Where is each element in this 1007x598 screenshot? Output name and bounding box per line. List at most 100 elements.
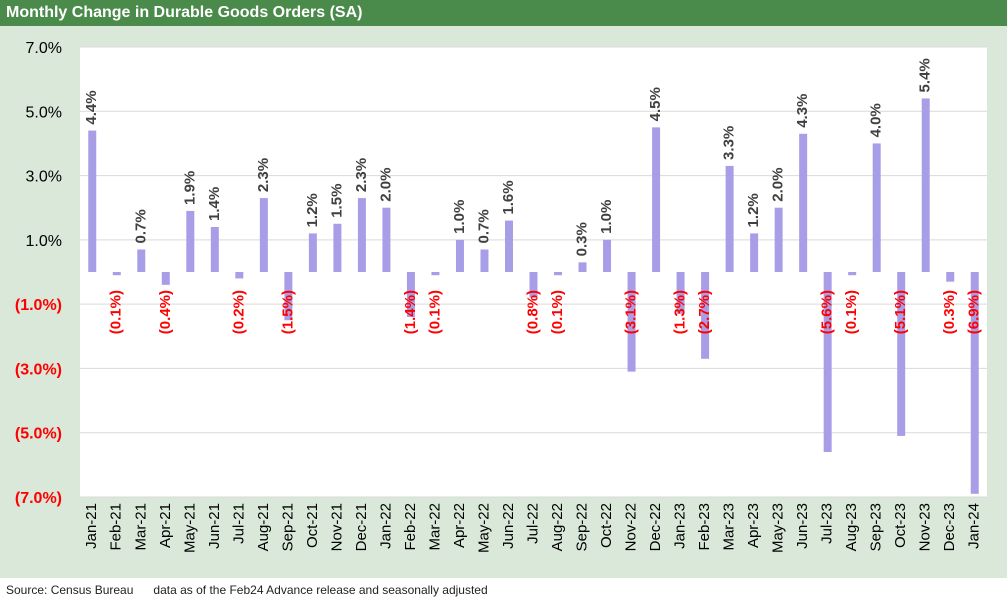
data-label: 2.3% [255, 158, 272, 192]
data-label: (3.1%) [623, 290, 640, 334]
data-label: (5.6%) [819, 290, 836, 334]
x-tick-label: Mar-23 [721, 503, 738, 551]
bar [284, 272, 293, 321]
bar [554, 272, 563, 276]
bar [848, 272, 857, 276]
data-label: 2.3% [353, 158, 370, 192]
x-tick-label: Mar-21 [132, 503, 149, 551]
bars [88, 98, 979, 494]
y-tick-label: 1.0% [26, 233, 62, 250]
data-label: (2.7%) [696, 290, 713, 334]
x-tick-label: Sep-21 [279, 503, 296, 551]
data-label: 1.9% [181, 171, 198, 205]
bar [480, 249, 489, 272]
x-tick-label: Jul-21 [230, 503, 247, 544]
bar [603, 239, 612, 272]
data-label: (0.1%) [843, 290, 860, 334]
x-tick-label: Jul-22 [524, 503, 541, 544]
bar [504, 220, 513, 272]
data-label: 4.3% [794, 94, 811, 128]
y-axis: 7.0% 5.0% 3.0% 1.0% (1.0%) (3.0%) (5.0%) (7.0%) [15, 40, 62, 507]
bar [823, 272, 832, 452]
x-tick-label: Jun-22 [500, 503, 517, 549]
data-label: 4.0% [868, 103, 885, 137]
bar [921, 98, 930, 272]
x-tick-label: Dec-22 [647, 503, 664, 551]
y-tick-label: (7.0%) [15, 490, 62, 507]
data-label: (1.3%) [672, 290, 689, 334]
data-label: 4.5% [647, 87, 664, 121]
data-label: (0.8%) [524, 290, 541, 334]
bar [88, 130, 97, 272]
bar [725, 165, 734, 272]
chart-title: Monthly Change in Durable Goods Orders (… [6, 4, 363, 21]
data-labels: 4.4% (0.1%) 0.7% (0.4%) 1.9% 1.4% (0.2%) 2.3% (1… [83, 58, 982, 334]
bar [676, 272, 685, 314]
bar [897, 272, 906, 436]
title-bar: Monthly Change in Durable Goods Orders (… [0, 0, 1007, 26]
bar [750, 233, 759, 272]
x-tick-label: Nov-22 [623, 503, 640, 551]
x-tick-label: May-22 [475, 503, 492, 553]
data-label: 3.3% [721, 126, 738, 160]
x-tick-label: Feb-22 [402, 503, 419, 551]
data-label: 1.0% [451, 200, 468, 234]
x-tick-label: Feb-23 [696, 503, 713, 551]
data-label: 1.4% [206, 187, 223, 221]
data-label: (6.9%) [966, 290, 983, 334]
data-label: (0.1%) [426, 290, 443, 334]
x-axis: Jan-21 Feb-21 Mar-21 Apr-21 May-21 Jun-21 Jul-… [83, 503, 982, 553]
data-label: (0.4%) [157, 290, 174, 334]
bar [235, 272, 244, 279]
bar [431, 272, 440, 276]
x-tick-label: Nov-21 [328, 503, 345, 551]
data-label: 1.0% [598, 200, 615, 234]
x-tick-label: Feb-21 [108, 503, 125, 551]
y-tick-label: 7.0% [26, 40, 62, 57]
x-tick-label: Mar-22 [426, 503, 443, 551]
data-label: (1.5%) [279, 290, 296, 334]
y-tick-label: (3.0%) [15, 361, 62, 378]
bar [382, 207, 391, 272]
bar [161, 272, 170, 285]
data-label: (0.2%) [230, 290, 247, 334]
bar [333, 223, 342, 272]
y-tick-label: 5.0% [26, 104, 62, 121]
x-tick-label: Jul-23 [819, 503, 836, 544]
data-label: (0.3%) [941, 290, 958, 334]
data-label: 5.4% [917, 58, 934, 92]
x-tick-label: Dec-21 [353, 503, 370, 551]
bar [799, 133, 808, 272]
bar [186, 210, 195, 272]
bar [259, 198, 268, 272]
chart-frame: 7.0% 5.0% 3.0% 1.0% (1.0%) (3.0%) (5.0%) (7.0%)… [0, 26, 1007, 578]
y-tick-label: (5.0%) [15, 426, 62, 443]
bar [357, 198, 366, 272]
x-tick-label: May-21 [181, 503, 198, 553]
data-label: 0.7% [475, 209, 492, 243]
data-label: 2.0% [377, 168, 394, 202]
x-tick-label: Jan-22 [377, 503, 394, 549]
data-label: 0.7% [132, 209, 149, 243]
bar-chart: 7.0% 5.0% 3.0% 1.0% (1.0%) (3.0%) (5.0%) (7.0%)… [15, 40, 987, 553]
data-label: 1.6% [500, 180, 517, 214]
bar [970, 272, 979, 494]
x-tick-label: Sep-22 [573, 503, 590, 551]
bar [455, 239, 464, 272]
data-label: (5.1%) [892, 290, 909, 334]
x-tick-label: Jun-23 [794, 503, 811, 549]
x-tick-label: Apr-22 [451, 503, 468, 548]
x-tick-label: Oct-23 [892, 503, 909, 548]
x-tick-label: Oct-22 [598, 503, 615, 548]
bar [308, 233, 317, 272]
x-tick-label: Aug-22 [549, 503, 566, 551]
bar [774, 207, 783, 272]
x-tick-label: Apr-23 [745, 503, 762, 548]
data-label: 2.0% [770, 168, 787, 202]
bar [210, 227, 219, 272]
y-tick-label: (1.0%) [15, 297, 62, 314]
x-tick-label: Aug-21 [255, 503, 272, 551]
x-tick-label: Sep-23 [868, 503, 885, 551]
bar [946, 272, 955, 282]
bar [112, 272, 121, 276]
